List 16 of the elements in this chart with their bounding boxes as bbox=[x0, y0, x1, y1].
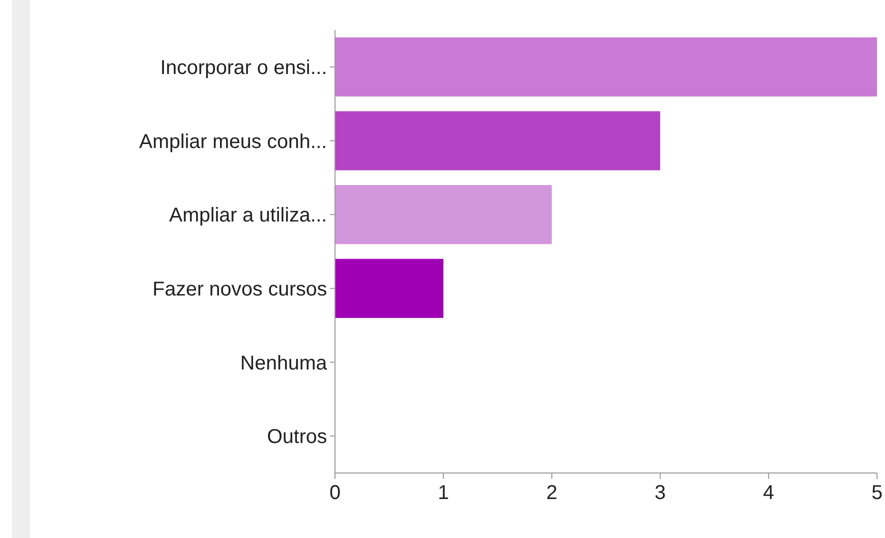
y-tick-label: Fazer novos cursos bbox=[152, 278, 327, 300]
x-tick-label: 4 bbox=[763, 482, 774, 504]
bar bbox=[335, 258, 444, 318]
x-tick-label: 3 bbox=[654, 482, 666, 504]
x-tick-label: 5 bbox=[871, 482, 883, 504]
x-tick-label: 2 bbox=[546, 482, 558, 504]
y-tick-label: Outros bbox=[266, 426, 327, 448]
bar bbox=[335, 185, 552, 244]
y-tick-label: Ampliar a utiliza... bbox=[169, 204, 327, 227]
y-tick-label: Nenhuma bbox=[240, 352, 328, 374]
x-tick-label: 0 bbox=[329, 482, 341, 504]
y-tick-label: Incorporar o ensi... bbox=[160, 56, 327, 79]
bar bbox=[335, 111, 660, 170]
bar bbox=[335, 37, 877, 96]
y-tick-label: Ampliar meus conh... bbox=[139, 130, 327, 153]
x-tick-label: 1 bbox=[438, 482, 449, 504]
